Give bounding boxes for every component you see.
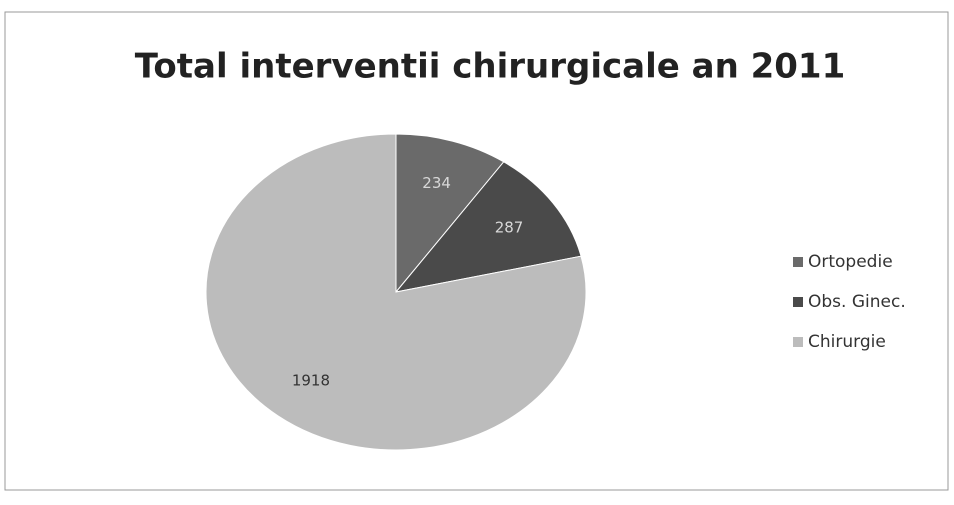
pie-slice [394,161,582,293]
legend-swatch [793,297,803,307]
legend-swatch [793,257,803,267]
data-label: 234 [422,174,451,192]
data-label: 1918 [292,372,330,390]
legend-label: Chirurgie [808,332,886,352]
pie-slice [395,133,505,294]
legend-swatch [793,337,803,347]
legend-label: Obs. Ginec. [808,292,906,312]
data-label: 287 [495,218,524,236]
legend-label: Ortopedie [808,252,893,272]
pie-slice [205,133,587,451]
chart-title: Total interventii chirurgicale an 2011 [135,47,846,87]
